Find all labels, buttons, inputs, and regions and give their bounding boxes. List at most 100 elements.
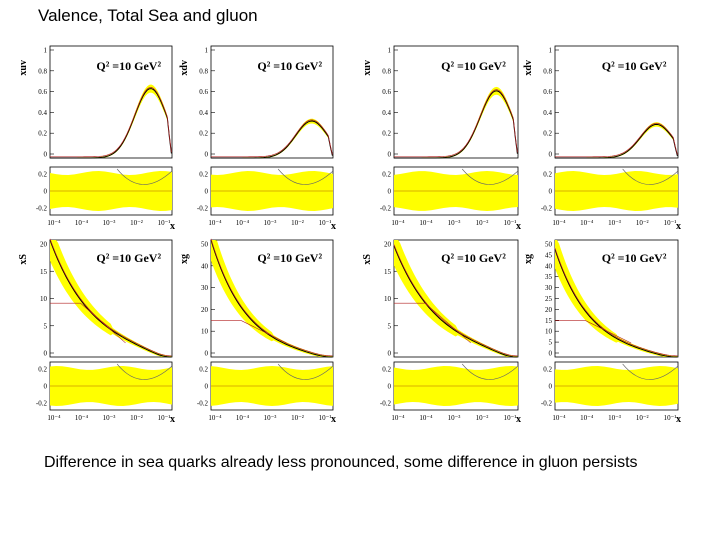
x-tick-label: 10⁻⁴ bbox=[580, 219, 594, 227]
pdf-panel-5: xS 20 15 10 5 0 Q² =10 GeV² 0.2 0 -0.2 10⁻⁴ 10⁻⁴ 10⁻… bbox=[18, 238, 175, 425]
alt-curve bbox=[50, 87, 172, 158]
x-tick-label: 10⁻³ bbox=[608, 219, 621, 227]
ratio-tick-label: 0.2 bbox=[199, 366, 208, 374]
main-frame bbox=[554, 45, 679, 159]
y-tick-label: 0 bbox=[44, 151, 48, 159]
alt-curve bbox=[49, 238, 172, 357]
x-tick-label: 10⁻² bbox=[291, 219, 304, 227]
x-tick-label: 10⁻² bbox=[476, 414, 489, 422]
y-tick-label: 0.4 bbox=[199, 109, 208, 117]
ratio-tick-label: 0.2 bbox=[543, 366, 552, 374]
x-axis-label: x bbox=[516, 221, 521, 232]
x-tick-label: 10⁻⁴ bbox=[75, 414, 89, 422]
y-axis-label: xS bbox=[18, 254, 29, 265]
x-axis-label: x bbox=[331, 414, 336, 425]
x-axis-label: x bbox=[516, 414, 521, 425]
x-tick-label: 10⁻² bbox=[130, 219, 143, 227]
y-axis-label: xg bbox=[179, 254, 190, 264]
ratio-tick-label: -0.2 bbox=[380, 400, 392, 408]
ratio-curve bbox=[622, 168, 679, 185]
y-tick-label: 10 bbox=[384, 295, 392, 303]
ratio-tick-label: 0 bbox=[205, 383, 209, 391]
y-tick-label: 0 bbox=[549, 151, 553, 159]
y-tick-label: 0.8 bbox=[199, 67, 208, 75]
q2-annotation: Q² =10 GeV² bbox=[96, 251, 161, 265]
y-tick-label: 0 bbox=[388, 151, 392, 159]
x-tick-label: 10⁻⁴ bbox=[47, 414, 61, 422]
y-axis-label: xdv bbox=[523, 60, 534, 76]
ratio-tick-label: 0 bbox=[205, 188, 209, 196]
y-tick-label: 5 bbox=[549, 339, 553, 347]
x-tick-label: 10⁻¹ bbox=[664, 219, 677, 227]
y-tick-label: 0.2 bbox=[38, 130, 47, 138]
main-frame bbox=[393, 45, 519, 159]
y-tick-label: 0.2 bbox=[543, 130, 552, 138]
x-tick-label: 10⁻¹ bbox=[158, 219, 171, 227]
x-tick-label: 10⁻³ bbox=[264, 219, 277, 227]
y-tick-label: 1 bbox=[549, 47, 553, 55]
x-tick-label: 10⁻² bbox=[291, 414, 304, 422]
x-tick-label: 10⁻¹ bbox=[158, 414, 171, 422]
y-tick-label: 30 bbox=[545, 284, 553, 292]
x-tick-label: 10⁻¹ bbox=[319, 219, 332, 227]
x-tick-label: 10⁻³ bbox=[608, 414, 621, 422]
pdf-panel-4: xdv 1 0.8 0.6 0.4 0.2 0 Q² =10 GeV² 0.2 0 -0.2 10⁻⁴… bbox=[523, 45, 681, 232]
q2-annotation: Q² =10 GeV² bbox=[441, 59, 506, 73]
y-tick-label: 40 bbox=[545, 262, 553, 270]
central-curve bbox=[393, 245, 518, 358]
main-frame bbox=[210, 239, 334, 358]
y-tick-label: 0.6 bbox=[199, 88, 208, 96]
x-tick-label: 10⁻¹ bbox=[504, 414, 517, 422]
ratio-tick-label: 0.2 bbox=[382, 171, 391, 179]
x-tick-label: 10⁻⁴ bbox=[419, 219, 433, 227]
y-axis-label: xuv bbox=[18, 60, 29, 76]
pdf-panel-1: xuv 1 0.8 0.6 0.4 0.2 0 Q² =10 GeV² 0.2 0 -0.2 10⁻⁴… bbox=[18, 45, 175, 232]
ratio-curve bbox=[116, 363, 173, 380]
x-axis-label: x bbox=[676, 414, 681, 425]
y-tick-label: 35 bbox=[545, 273, 553, 281]
central-curve bbox=[50, 88, 172, 159]
y-tick-label: 0 bbox=[549, 350, 553, 358]
y-tick-label: 25 bbox=[545, 295, 553, 303]
ratio-tick-label: -0.2 bbox=[541, 205, 553, 213]
pdf-panel-6: xg 50 40 30 20 10 0 Q² =10 GeV² 0.2 0 -0.2 10⁻⁴ 10⁻⁴… bbox=[179, 238, 336, 425]
central-curve bbox=[555, 123, 678, 159]
ratio-tick-label: 0 bbox=[549, 383, 553, 391]
q2-annotation: Q² =10 GeV² bbox=[602, 251, 667, 265]
y-tick-label: 50 bbox=[201, 241, 209, 249]
x-axis-label: x bbox=[170, 414, 175, 425]
uncertainty-band bbox=[394, 240, 518, 357]
x-tick-label: 10⁻⁴ bbox=[208, 219, 222, 227]
y-tick-label: 0.2 bbox=[382, 130, 391, 138]
alt-curve bbox=[555, 122, 678, 158]
x-tick-label: 10⁻⁴ bbox=[552, 219, 566, 227]
y-tick-label: 1 bbox=[388, 47, 392, 55]
param-curve bbox=[50, 302, 126, 344]
y-tick-label: 0 bbox=[44, 350, 48, 358]
y-tick-label: 20 bbox=[545, 306, 553, 314]
alt-curve bbox=[554, 248, 678, 357]
main-frame bbox=[210, 45, 334, 159]
uncertainty-band bbox=[211, 118, 333, 158]
ratio-tick-label: 0 bbox=[388, 383, 392, 391]
y-axis-label: xdv bbox=[179, 60, 190, 76]
uncertainty-band bbox=[50, 240, 172, 357]
central-curve bbox=[554, 249, 678, 358]
x-tick-label: 10⁻¹ bbox=[664, 414, 677, 422]
y-tick-label: 0.8 bbox=[543, 67, 552, 75]
slide-caption: Difference in sea quarks already less pr… bbox=[44, 454, 638, 471]
y-axis-label: xS bbox=[362, 254, 373, 265]
y-tick-label: 50 bbox=[545, 241, 553, 249]
x-axis-label: x bbox=[170, 221, 175, 232]
ratio-curve bbox=[277, 168, 334, 185]
y-tick-label: 0.4 bbox=[38, 109, 47, 117]
y-tick-label: 20 bbox=[40, 241, 48, 249]
x-tick-label: 10⁻⁴ bbox=[552, 414, 566, 422]
y-tick-label: 10 bbox=[201, 328, 209, 336]
x-tick-label: 10⁻⁴ bbox=[47, 219, 61, 227]
ratio-tick-label: 0 bbox=[44, 383, 48, 391]
x-tick-label: 10⁻³ bbox=[448, 414, 461, 422]
x-tick-label: 10⁻⁴ bbox=[580, 414, 594, 422]
ratio-curve bbox=[622, 363, 679, 380]
